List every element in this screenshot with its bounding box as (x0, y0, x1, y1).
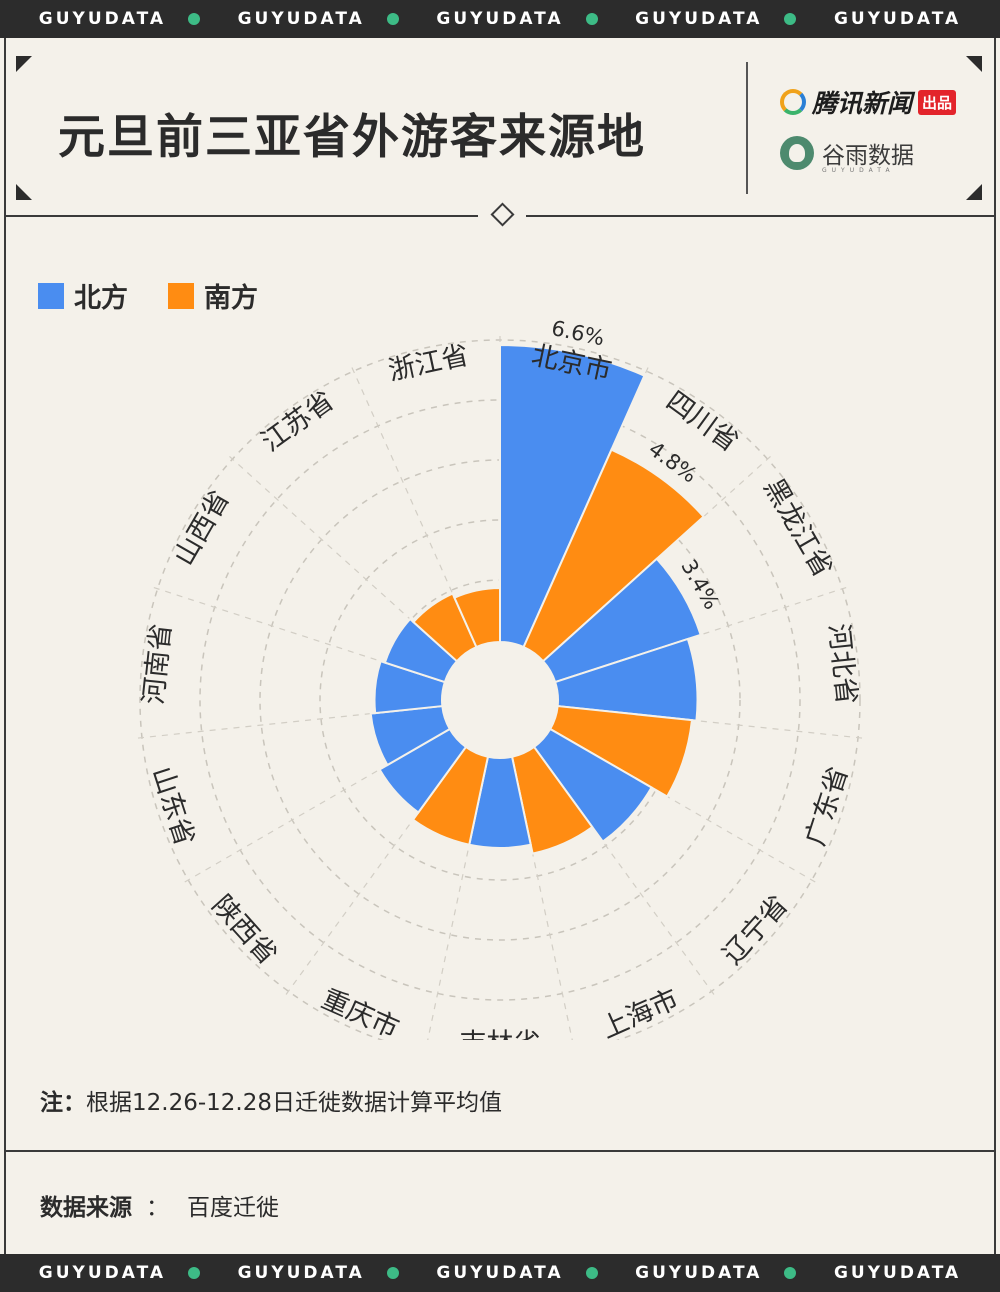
banner-text: GUYUDATA (436, 1263, 564, 1283)
top-banner: GUYUDATA GUYUDATA GUYUDATA GUYUDATA GUYU… (0, 0, 1000, 38)
produced-tag: 出品 (918, 89, 957, 115)
banner-text: GUYUDATA (38, 9, 167, 29)
banner-unit: GUYUDATA (436, 1263, 598, 1283)
bar-13 (383, 617, 459, 684)
banner-unit: GUYUDATA (436, 9, 598, 29)
category-label: 河北省 (822, 622, 861, 706)
data-source-sep: ： (146, 1195, 169, 1221)
footnote-text: 根据12.26-12.28日迁徙数据计算平均值 (86, 1090, 502, 1116)
bar-6 (532, 727, 653, 843)
bar-12 (373, 659, 447, 715)
legend-label-north: 北方 (74, 283, 128, 314)
corner-triangle-icon (16, 184, 32, 200)
bar-14 (412, 592, 478, 663)
banner-dot-icon (386, 1267, 399, 1279)
data-source: 数据来源 ： 百度迁徙 (40, 1188, 279, 1222)
banner-text: GUYUDATA (635, 9, 763, 29)
data-source-value: 百度迁徙 (187, 1195, 279, 1221)
header-rule-right (526, 215, 996, 217)
category-label: 吉林省 (460, 1029, 541, 1041)
polar-bar-chart: 北京市四川省黑龙江省河北省广东省辽宁省上海市吉林省重庆市陕西省山东省河南省山西省… (133, 320, 867, 1041)
banner-dot-icon (585, 1267, 598, 1279)
banner-unit: GUYUDATA (238, 1263, 399, 1283)
corner-triangle-icon (966, 56, 982, 72)
corner-triangle-icon (966, 184, 982, 200)
bar-10 (378, 727, 468, 814)
category-label: 河南省 (138, 622, 177, 706)
page-frame (4, 38, 996, 1254)
category-label: 广东省 (800, 763, 855, 850)
banner-text: GUYUDATA (237, 1263, 365, 1283)
banner-unit: GUYUDATA (238, 9, 399, 29)
banner-unit: GUYUDATA (38, 1263, 201, 1283)
legend-label-south: 南方 (204, 283, 258, 314)
bar-11 (369, 704, 452, 767)
banner-dot-icon (585, 13, 598, 25)
banner-dot-icon (386, 13, 399, 25)
header-divider (746, 62, 748, 194)
banner-text: GUYUDATA (38, 1263, 167, 1283)
banner-text: GUYUDATA (237, 9, 365, 29)
legend-item-south: 南方 (168, 276, 258, 315)
grid-ring (199, 399, 801, 1001)
bar-5 (548, 704, 694, 798)
banner-unit: GUYUDATA (635, 9, 797, 29)
category-label: 浙江省 (386, 340, 472, 387)
banner-unit: GUYUDATA (834, 1263, 961, 1283)
footer-rule (4, 1150, 996, 1152)
banner-dot-icon (188, 13, 201, 25)
category-label: 辽宁省 (717, 890, 794, 971)
bar-15 (453, 586, 501, 649)
legend-swatch-north (38, 282, 64, 309)
guyu-bird-icon (780, 136, 814, 170)
bar-8 (468, 755, 532, 849)
banner-text: GUYUDATA (436, 9, 564, 29)
tencent-news-icon (780, 89, 806, 115)
header-rule-left (4, 215, 478, 217)
chart-bars (369, 343, 706, 855)
legend-item-north: 北方 (38, 276, 128, 315)
legend-swatch-south (168, 282, 194, 309)
banner-text: GUYUDATA (833, 9, 962, 29)
banner-dot-icon (784, 13, 797, 25)
category-label: 山西省 (168, 485, 235, 571)
footnote-key: 注： (40, 1090, 86, 1116)
guyu-data-logo: 谷雨数据 (780, 136, 914, 170)
guyu-data-text: 谷雨数据 (822, 143, 914, 169)
guyu-data-subtext: GUYUDATA (822, 167, 895, 174)
banner-unit: GUYUDATA (38, 9, 201, 29)
banner-dot-icon (784, 1267, 797, 1279)
category-label: 山东省 (146, 763, 201, 850)
bottom-banner: GUYUDATA GUYUDATA GUYUDATA GUYUDATA GUYU… (0, 1254, 1000, 1292)
tencent-news-logo: 腾讯新闻 出品 (780, 84, 957, 120)
chart-legend: 北方 南方 (38, 276, 298, 315)
data-source-key: 数据来源 (40, 1195, 132, 1221)
bar-4 (553, 637, 699, 722)
banner-unit: GUYUDATA (635, 1263, 797, 1283)
banner-dot-icon (188, 1267, 201, 1279)
banner-unit: GUYUDATA (834, 9, 961, 29)
bar-1 (499, 343, 646, 649)
bar-9 (411, 745, 490, 846)
footnote: 注：根据12.26-12.28日迁徙数据计算平均值 (40, 1083, 502, 1117)
tencent-news-text: 腾讯新闻 (812, 89, 913, 118)
bar-3 (541, 557, 702, 684)
banner-text: GUYUDATA (635, 1263, 763, 1283)
category-label: 陕西省 (206, 890, 283, 971)
corner-triangle-icon (16, 56, 32, 72)
bar-7 (510, 745, 594, 855)
banner-text: GUYUDATA (833, 1263, 962, 1283)
category-label: 黑龙江省 (757, 473, 838, 582)
bar-2 (522, 448, 706, 663)
page-title: 元旦前三亚省外游客来源地 (58, 110, 646, 165)
category-label: 江苏省 (256, 385, 340, 458)
